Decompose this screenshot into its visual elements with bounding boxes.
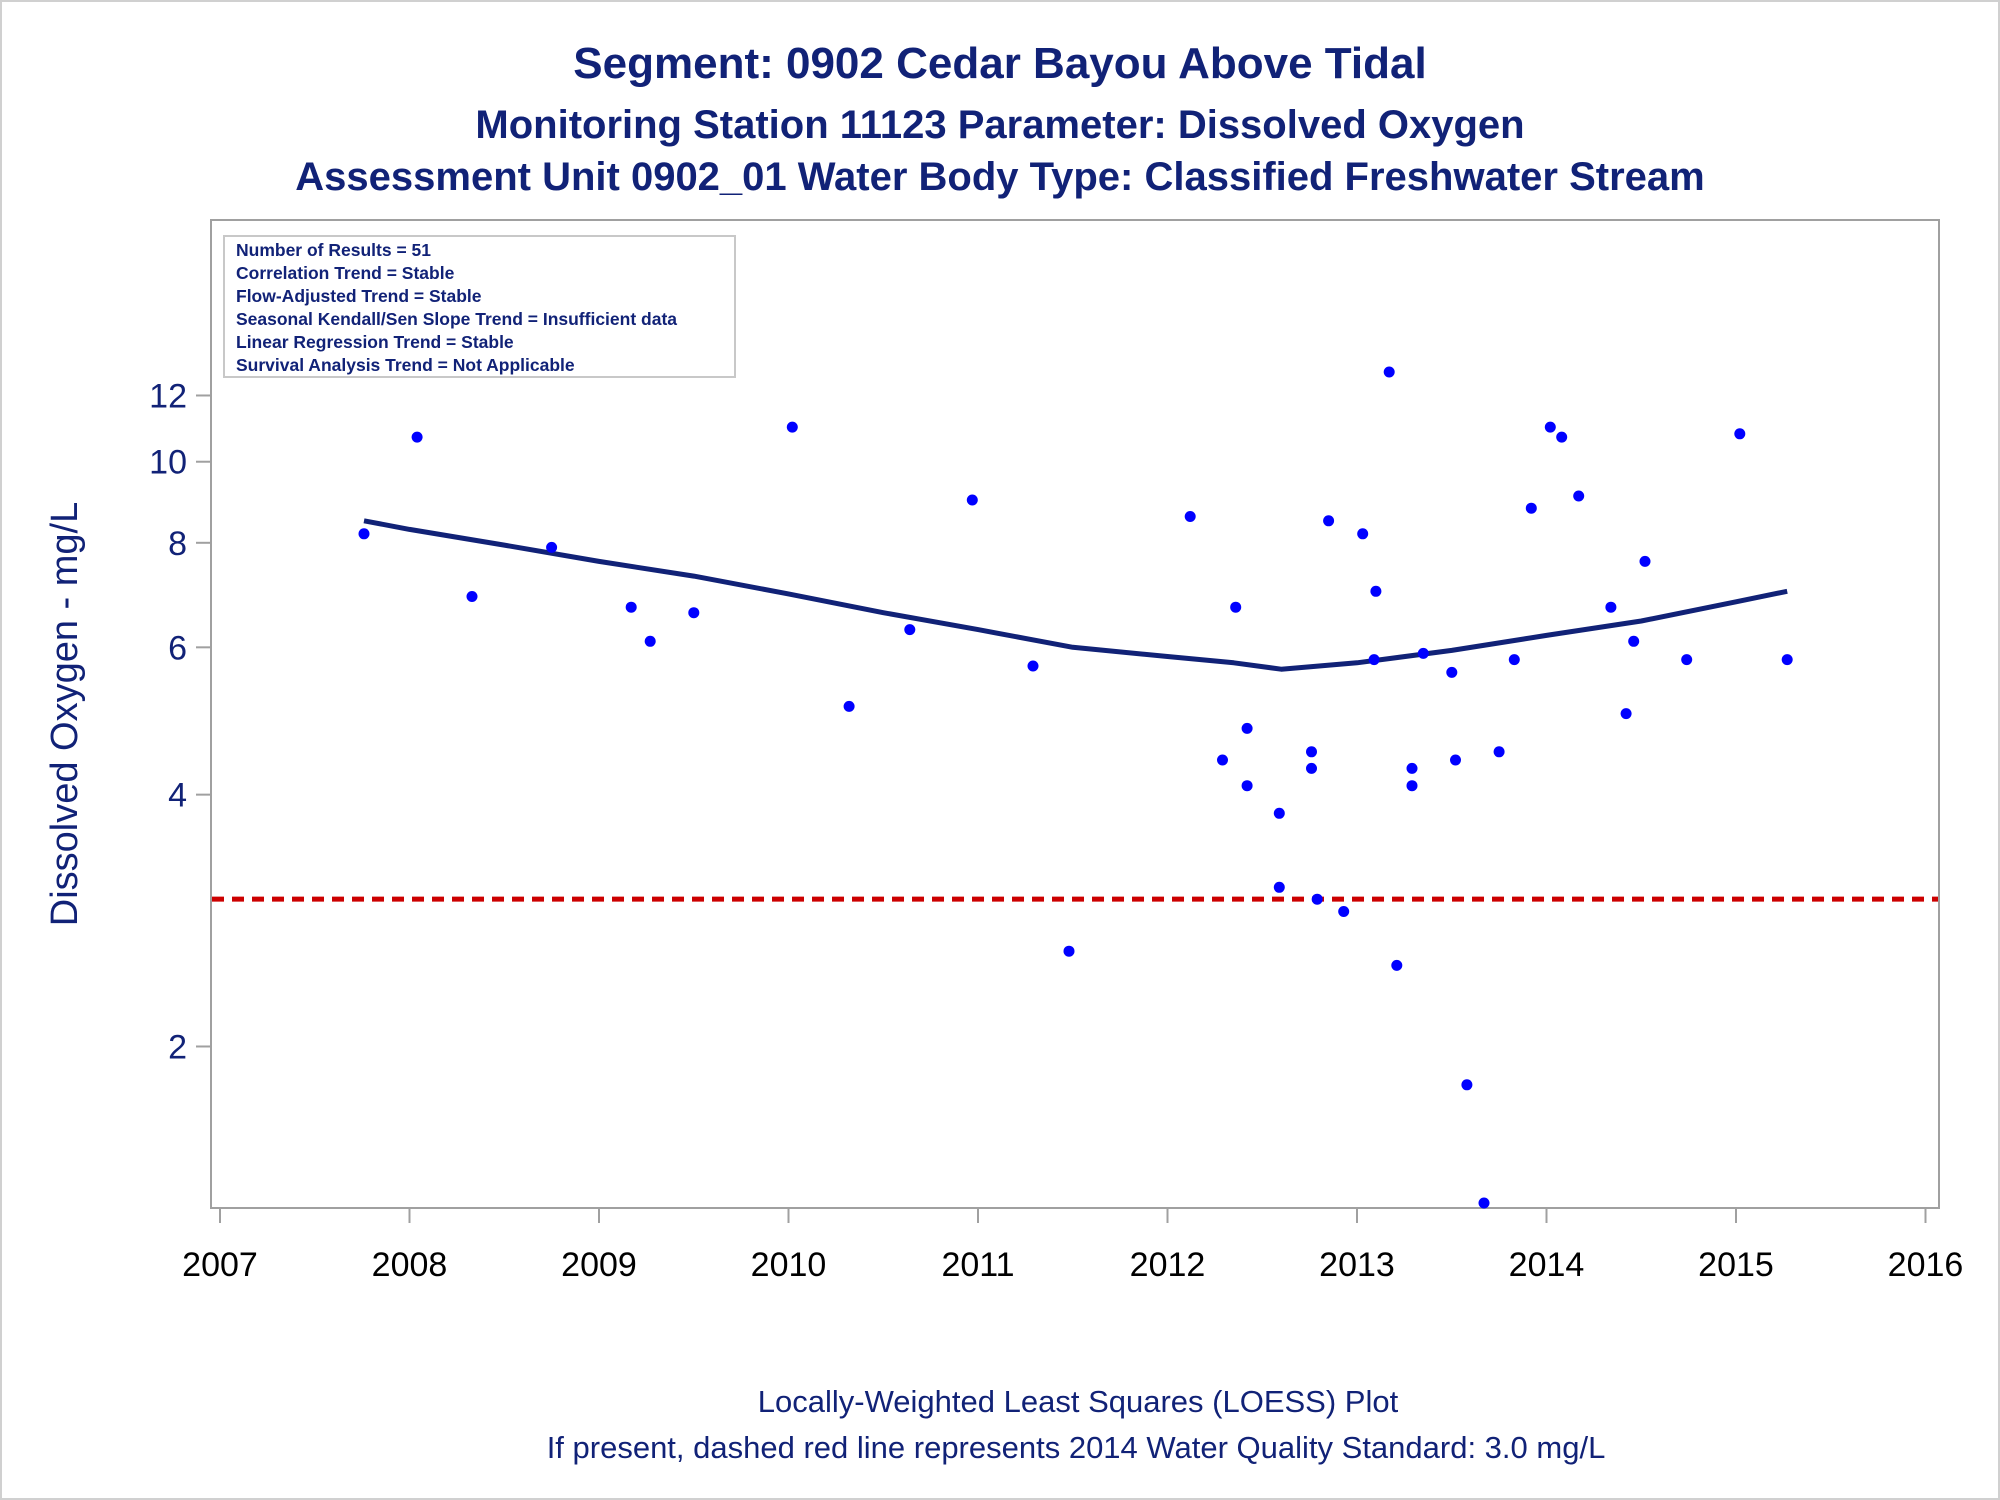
y-tick-label-8: 8 bbox=[168, 525, 187, 563]
data-point-30 bbox=[1391, 959, 1403, 971]
data-point-10 bbox=[904, 624, 916, 636]
data-point-16 bbox=[1230, 601, 1242, 613]
x-tick-label-2014: 2014 bbox=[1509, 1246, 1585, 1284]
footnote-loess: Locally-Weighted Least Squares (LOESS) P… bbox=[758, 1384, 1399, 1419]
data-point-26 bbox=[1357, 528, 1369, 540]
data-point-1 bbox=[358, 528, 370, 540]
stat-correlation: Correlation Trend = Stable bbox=[236, 263, 455, 283]
data-point-39 bbox=[1508, 654, 1520, 666]
y-tick-label-12: 12 bbox=[149, 377, 187, 415]
footnote-standard: If present, dashed red line represents 2… bbox=[547, 1430, 1606, 1465]
data-point-27 bbox=[1368, 654, 1380, 666]
data-point-31 bbox=[1406, 780, 1418, 792]
stat-count: Number of Results = 51 bbox=[236, 240, 431, 260]
data-point-41 bbox=[1544, 421, 1556, 433]
stat-seasonal-kendall: Seasonal Kendall/Sen Slope Trend = Insuf… bbox=[236, 309, 677, 329]
data-point-21 bbox=[1306, 762, 1317, 774]
data-point-23 bbox=[1311, 893, 1323, 905]
data-point-5 bbox=[625, 601, 637, 613]
data-point-40 bbox=[1525, 502, 1537, 514]
data-point-2 bbox=[411, 431, 423, 443]
chart-title: Segment: 0902 Cedar Bayou Above Tidal bbox=[573, 39, 1426, 88]
data-point-38 bbox=[1493, 746, 1505, 758]
data-point-20 bbox=[1273, 881, 1285, 893]
data-point-42 bbox=[1556, 431, 1568, 443]
data-point-24 bbox=[1323, 515, 1335, 527]
data-point-15 bbox=[1217, 754, 1228, 766]
y-tick-label-2: 2 bbox=[168, 1028, 187, 1066]
data-point-13 bbox=[1063, 945, 1075, 957]
x-tick-label-2013: 2013 bbox=[1319, 1246, 1395, 1284]
data-point-4 bbox=[546, 541, 558, 553]
data-point-49 bbox=[1734, 428, 1746, 440]
stat-survival-analysis: Survival Analysis Trend = Not Applicable bbox=[236, 355, 575, 375]
plot-frame bbox=[210, 219, 1940, 1209]
data-point-7 bbox=[688, 607, 700, 619]
chart-marks bbox=[212, 366, 1938, 1209]
x-tick-label-2010: 2010 bbox=[751, 1246, 827, 1284]
y-axis-label: Dissolved Oxygen - mg/L bbox=[44, 502, 86, 927]
data-point-32 bbox=[1406, 762, 1418, 774]
data-point-28 bbox=[1370, 585, 1382, 597]
x-tick-label-2012: 2012 bbox=[1130, 1246, 1206, 1284]
data-point-47 bbox=[1639, 555, 1651, 567]
x-tick-label-2015: 2015 bbox=[1698, 1246, 1774, 1284]
y-tick-label-4: 4 bbox=[168, 777, 187, 815]
data-point-6 bbox=[644, 635, 656, 647]
data-point-34 bbox=[1446, 666, 1458, 678]
stats-box-border bbox=[223, 235, 736, 378]
data-point-29 bbox=[1383, 366, 1395, 378]
data-point-43 bbox=[1573, 490, 1585, 502]
data-point-9 bbox=[843, 700, 855, 712]
plot-area: 2 4 6 8 10 12 2007 2008 2009 2010 2011 2012 2013 201… bbox=[149, 219, 1963, 1284]
x-tick-label-2016: 2016 bbox=[1888, 1246, 1964, 1284]
data-point-36 bbox=[1461, 1079, 1473, 1091]
chart-subtitle: Monitoring Station 11123 Parameter: Diss… bbox=[475, 103, 1524, 147]
stat-linear-regression: Linear Regression Trend = Stable bbox=[236, 332, 514, 352]
x-axis: 2007 2008 2009 2010 2011 2012 2013 2014 2015 2016 bbox=[182, 1208, 1963, 1284]
x-tick-label-2009: 2009 bbox=[561, 1246, 637, 1284]
data-point-19 bbox=[1273, 807, 1285, 819]
data-point-45 bbox=[1620, 708, 1632, 720]
data-point-22 bbox=[1306, 746, 1317, 758]
data-point-46 bbox=[1628, 635, 1640, 647]
data-point-12 bbox=[1027, 660, 1039, 672]
data-point-18 bbox=[1241, 722, 1253, 734]
data-point-44 bbox=[1605, 601, 1617, 613]
loess-line bbox=[363, 518, 1788, 672]
y-tick-label-6: 6 bbox=[168, 629, 187, 667]
chart-subtitle-2: Assessment Unit 0902_01 Water Body Type:… bbox=[295, 155, 1704, 199]
y-tick-label-10: 10 bbox=[149, 444, 187, 482]
x-tick-label-2008: 2008 bbox=[372, 1246, 448, 1284]
data-point-25 bbox=[1338, 906, 1350, 917]
stat-flow-adjusted: Flow-Adjusted Trend = Stable bbox=[236, 286, 482, 306]
y-axis: 2 4 6 8 10 12 bbox=[149, 377, 211, 1066]
data-point-33 bbox=[1417, 647, 1429, 659]
data-point-14 bbox=[1184, 511, 1196, 522]
stats-box: Number of Results = 51 Correlation Trend… bbox=[223, 235, 736, 378]
data-point-50 bbox=[1781, 654, 1793, 666]
data-point-17 bbox=[1241, 780, 1253, 792]
data-point-8 bbox=[786, 421, 798, 433]
data-point-48 bbox=[1681, 654, 1693, 666]
data-point-3 bbox=[466, 591, 478, 602]
data-point-37 bbox=[1478, 1197, 1490, 1209]
x-tick-label-2007: 2007 bbox=[182, 1246, 258, 1284]
data-point-11 bbox=[966, 494, 978, 506]
data-point-35 bbox=[1450, 754, 1461, 766]
x-tick-label-2011: 2011 bbox=[941, 1246, 1014, 1284]
